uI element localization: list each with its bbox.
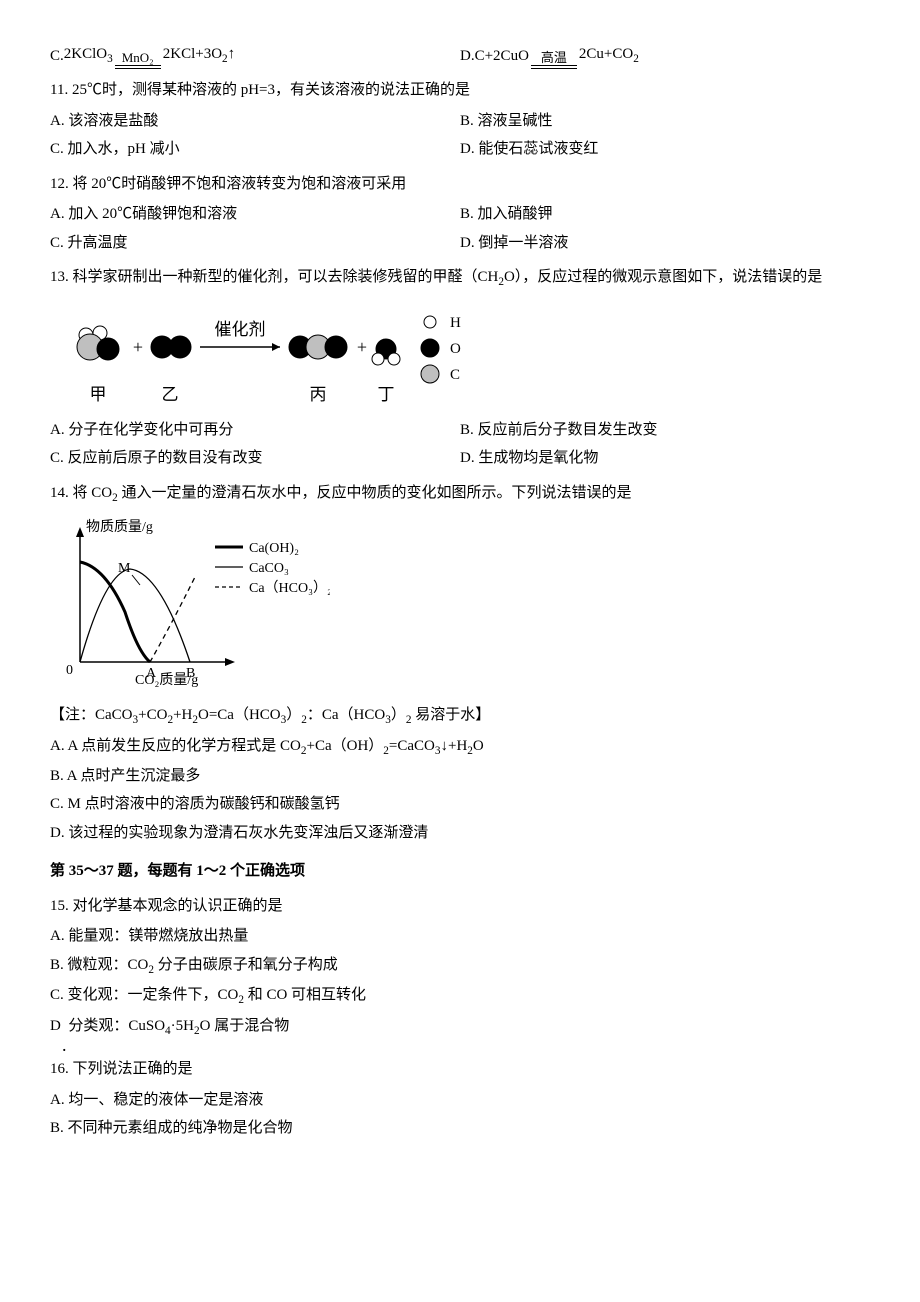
q15-option-d: D 分类观：CuSO4·5H2O 属于混合物 . (50, 1012, 870, 1050)
q10-options-row: C. 2KClO3 MnO₂ 2KCl+3O2↑ D. C+2CuO 高温 2C… (50, 40, 870, 70)
q16-prompt: 16. 下列说法正确的是 (50, 1055, 870, 1084)
q10c-right: 2KCl+3O2↑ (163, 40, 235, 70)
q13-prompt: 13. 科学家研制出一种新型的催化剂，可以去除装修残留的甲醛（CH2O），反应过… (50, 263, 870, 293)
q11-option-a: A. 该溶液是盐酸 (50, 107, 460, 136)
svg-text:C: C (450, 367, 460, 383)
svg-text:丙: 丙 (310, 385, 327, 404)
q10-option-d: D. C+2CuO 高温 2Cu+CO2 (460, 40, 870, 70)
q12-option-d: D. 倒掉一半溶液 (460, 229, 870, 258)
q14-chart: 物质质量/gCO₂质量/g0MABCa(OH)₂CaCO₃Ca（HCO₃）₂ (50, 517, 870, 697)
reaction-arrow-icon: 高温 (531, 51, 577, 69)
q13-option-d: D. 生成物均是氧化物 (460, 444, 870, 473)
svg-text:B: B (186, 666, 195, 681)
svg-text:Ca(OH)₂: Ca(OH)₂ (249, 541, 299, 556)
question-12: 12. 将 20℃时硝酸钾不饱和溶液转变为饱和溶液可采用 A. 加入 20℃硝酸… (50, 170, 870, 258)
q10-option-c: C. 2KClO3 MnO₂ 2KCl+3O2↑ (50, 40, 460, 70)
svg-text:CaCO₃: CaCO₃ (249, 561, 289, 576)
svg-text:催化剂: 催化剂 (215, 320, 266, 339)
svg-text:+: + (357, 337, 367, 357)
q16-option-a: A. 均一、稳定的液体一定是溶液 (50, 1086, 870, 1115)
q11-option-b: B. 溶液呈碱性 (460, 107, 870, 136)
q10c-left: 2KClO3 (64, 40, 113, 70)
q10c-prefix: C. (50, 42, 64, 71)
q14-option-c: C. M 点时溶液中的溶质为碳酸钙和碳酸氢钙 (50, 790, 870, 819)
q15-option-b: B. 微粒观：CO2 分子由碳原子和氧分子构成 (50, 951, 870, 981)
q10d-prefix: D. (460, 42, 475, 71)
question-16: 16. 下列说法正确的是 A. 均一、稳定的液体一定是溶液 B. 不同种元素组成… (50, 1055, 870, 1143)
question-11: 11. 25℃时，测得某种溶液的 pH=3，有关该溶液的说法正确的是 A. 该溶… (50, 76, 870, 164)
q12-prompt: 12. 将 20℃时硝酸钾不饱和溶液转变为饱和溶液可采用 (50, 170, 870, 199)
q15-prompt: 15. 对化学基本观念的认识正确的是 (50, 892, 870, 921)
q12-option-a: A. 加入 20℃硝酸钾饱和溶液 (50, 200, 460, 229)
q14-prompt: 14. 将 CO2 通入一定量的澄清石灰水中，反应中物质的变化如图所示。下列说法… (50, 479, 870, 509)
svg-text:Ca（HCO₃）₂: Ca（HCO₃）₂ (249, 580, 330, 596)
q15-option-a: A. 能量观：镁带燃烧放出热量 (50, 922, 870, 951)
reaction-arrow-icon: MnO₂ (115, 51, 161, 69)
q12-option-c: C. 升高温度 (50, 229, 460, 258)
svg-text:H: H (450, 315, 461, 331)
q10d-right: 2Cu+CO2 (579, 40, 639, 70)
svg-text:乙: 乙 (162, 385, 179, 404)
q13-diagram: + 催化剂 + 甲 乙 丙 丁 HOC (50, 302, 870, 412)
q10d-left: C+2CuO (475, 42, 529, 71)
svg-text:甲: 甲 (90, 385, 107, 404)
question-13: 13. 科学家研制出一种新型的催化剂，可以去除装修残留的甲醛（CH2O），反应过… (50, 263, 870, 472)
q11-prompt: 11. 25℃时，测得某种溶液的 pH=3，有关该溶液的说法正确的是 (50, 76, 870, 105)
q14-option-a: A. A 点前发生反应的化学方程式是 CO2+Ca（OH）2=CaCO3↓+H2… (50, 732, 870, 762)
svg-text:丁: 丁 (378, 385, 395, 404)
q16-option-b: B. 不同种元素组成的纯净物是化合物 (50, 1114, 870, 1143)
svg-text:0: 0 (66, 663, 73, 678)
q15-option-c: C. 变化观：一定条件下，CO2 和 CO 可相互转化 (50, 981, 870, 1011)
question-15: 15. 对化学基本观念的认识正确的是 A. 能量观：镁带燃烧放出热量 B. 微粒… (50, 892, 870, 1049)
svg-text:A: A (146, 666, 157, 681)
q12-option-b: B. 加入硝酸钾 (460, 200, 870, 229)
question-14: 14. 将 CO2 通入一定量的澄清石灰水中，反应中物质的变化如图所示。下列说法… (50, 479, 870, 848)
q11-option-d: D. 能使石蕊试液变红 (460, 135, 870, 164)
q14-option-d: D. 该过程的实验现象为澄清石灰水先变浑浊后又逐渐澄清 (50, 819, 870, 848)
q11-option-c: C. 加入水，pH 减小 (50, 135, 460, 164)
q13-option-b: B. 反应前后分子数目发生改变 (460, 416, 870, 445)
svg-text:O: O (450, 341, 461, 357)
svg-text:+: + (133, 337, 143, 357)
q13-option-c: C. 反应前后原子的数目没有改变 (50, 444, 460, 473)
q13-option-a: A. 分子在化学变化中可再分 (50, 416, 460, 445)
svg-text:物质质量/g: 物质质量/g (86, 519, 153, 535)
q14-option-b: B. A 点时产生沉淀最多 (50, 762, 870, 791)
section-heading: 第 35～37 题，每题有 1～2 个正确选项 (50, 857, 870, 886)
q14-note: 【注：CaCO3+CO2+H2O=Ca（HCO3）2：Ca（HCO3）2 易溶于… (50, 701, 870, 731)
svg-text:M: M (118, 561, 131, 576)
